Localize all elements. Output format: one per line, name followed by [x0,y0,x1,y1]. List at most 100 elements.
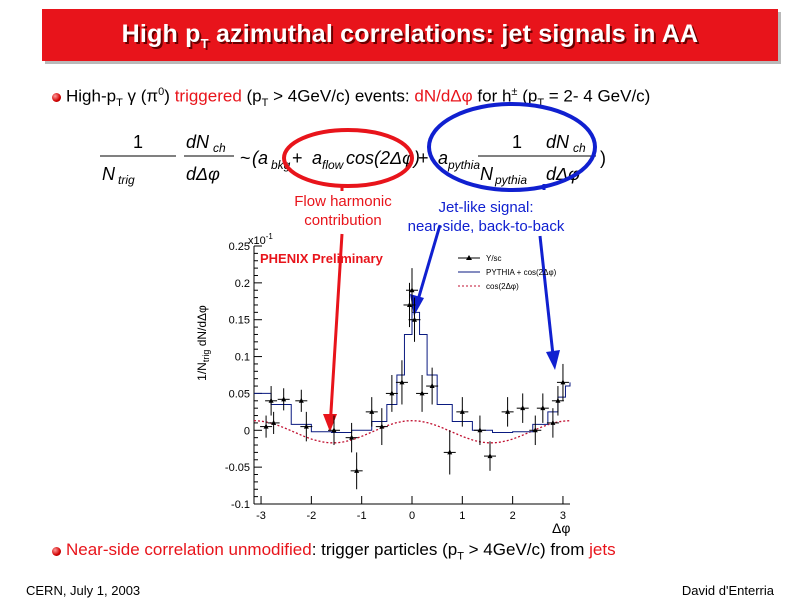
point-marker [379,423,385,429]
svg-text:): ) [600,148,606,168]
legend-marker [466,255,472,260]
data-point [365,397,378,427]
point-marker [281,396,287,402]
y-tick-label: 0.2 [235,278,250,290]
x-tick-label: 2 [510,510,516,522]
svg-text:+: + [292,148,303,168]
data-point [295,389,308,412]
jet-arrow-near-head [410,294,424,316]
svg-text:ch: ch [573,141,586,155]
svg-text:(a: (a [252,148,268,168]
pythia-term-ellipse [427,102,597,192]
bullet-icon [52,93,61,102]
data-point [395,360,408,405]
data-point [385,375,398,412]
svg-text:trig: trig [118,173,135,187]
point-marker [409,287,415,293]
svg-text:flow: flow [322,158,345,172]
data-point [416,375,429,412]
svg-text:~: ~ [240,148,251,168]
chart-points [260,268,569,490]
data-point [277,388,290,411]
data-point [536,393,549,423]
y-tick-label: 0.1 [235,352,250,364]
point-marker [477,427,483,433]
x-tick-label: -1 [357,510,367,522]
correlation-formula: 1 N trig dN ch dΔφ ~ (a bkg + a flow cos… [100,132,606,187]
data-point [408,297,421,342]
data-point [265,386,278,416]
jet-annotation: Jet-like signal: near-side, back-to-back [407,199,565,235]
legend-entry-data: Y/sc [458,254,502,263]
point-marker [447,449,453,455]
point-marker [459,408,465,414]
svg-text:dΔφ: dΔφ [186,164,220,184]
chart-curves [253,311,571,444]
footer-right: David d'Enterria [681,583,774,598]
svg-text:+: + [418,148,429,168]
x-tick-label: -3 [256,510,266,522]
data-point [350,452,363,490]
svg-text:dN: dN [546,132,570,152]
svg-text:N: N [102,164,116,184]
point-marker [487,453,493,459]
footer-left: CERN, July 1, 2003 [26,583,141,598]
point-marker [263,423,269,429]
point-marker [429,383,435,389]
legend-label: PYTHIA + cos(2Δφ) [486,268,557,277]
svg-text:N: N [480,164,494,184]
legend-entry-pythia: PYTHIA + cos(2Δφ) [458,268,557,277]
point-marker [505,408,511,414]
y-tick-label: -0.1 [231,499,250,511]
cos-curve [253,420,571,444]
svg-text:1: 1 [133,132,143,152]
x-tick-label: 0 [409,510,415,522]
svg-text:pythia: pythia [494,173,527,187]
chart-legend: Y/sc PYTHIA + cos(2Δφ) cos(2Δφ) [458,254,557,291]
title-bar: High pT azimuthal correlations: jet sign… [42,9,778,61]
point-marker [560,379,566,385]
bullet-icon-2 [52,547,61,556]
point-marker [412,316,418,322]
data-point [516,393,529,423]
data-point [267,411,280,434]
svg-text:ch: ch [213,141,226,155]
flow-arrow-head [323,414,337,432]
point-marker [271,419,277,425]
x-tick-label: 1 [459,510,465,522]
point-marker [331,427,337,433]
data-point [328,415,341,446]
point-marker [520,405,526,411]
svg-text:dN: dN [186,132,210,152]
x-axis-label: Δφ [552,520,570,536]
data-point [546,408,559,438]
point-marker [268,397,274,403]
point-marker [406,301,412,307]
point-marker [399,379,405,385]
y-tick-label: 0.05 [229,388,250,400]
svg-text:cos(2Δφ): cos(2Δφ) [346,148,420,168]
x-tick-label: 3 [560,510,566,522]
legend-label: cos(2Δφ) [486,282,519,291]
point-marker [369,408,375,414]
data-point [483,441,496,471]
data-point [300,411,313,442]
data-point [426,367,439,405]
data-point [456,397,469,427]
data-point [345,422,358,453]
point-marker [550,419,556,425]
data-point [529,415,542,446]
data-point [501,397,514,427]
data-point [551,386,564,416]
point-marker [555,397,561,403]
point-marker [389,390,395,396]
phenix-preliminary-label: PHENIX Preliminary [260,251,384,266]
point-marker [354,467,360,473]
correlation-chart: -0.1 -0.05 0 0.05 0.1 0.15 0.2 0.25 -3 -2 -1 0 1 2 3 Y… [195,232,571,536]
pythia-curve [254,311,571,433]
legend-label: Y/sc [486,254,502,263]
legend-entry-cos: cos(2Δφ) [458,282,519,291]
data-point [260,415,273,438]
point-marker [532,427,538,433]
